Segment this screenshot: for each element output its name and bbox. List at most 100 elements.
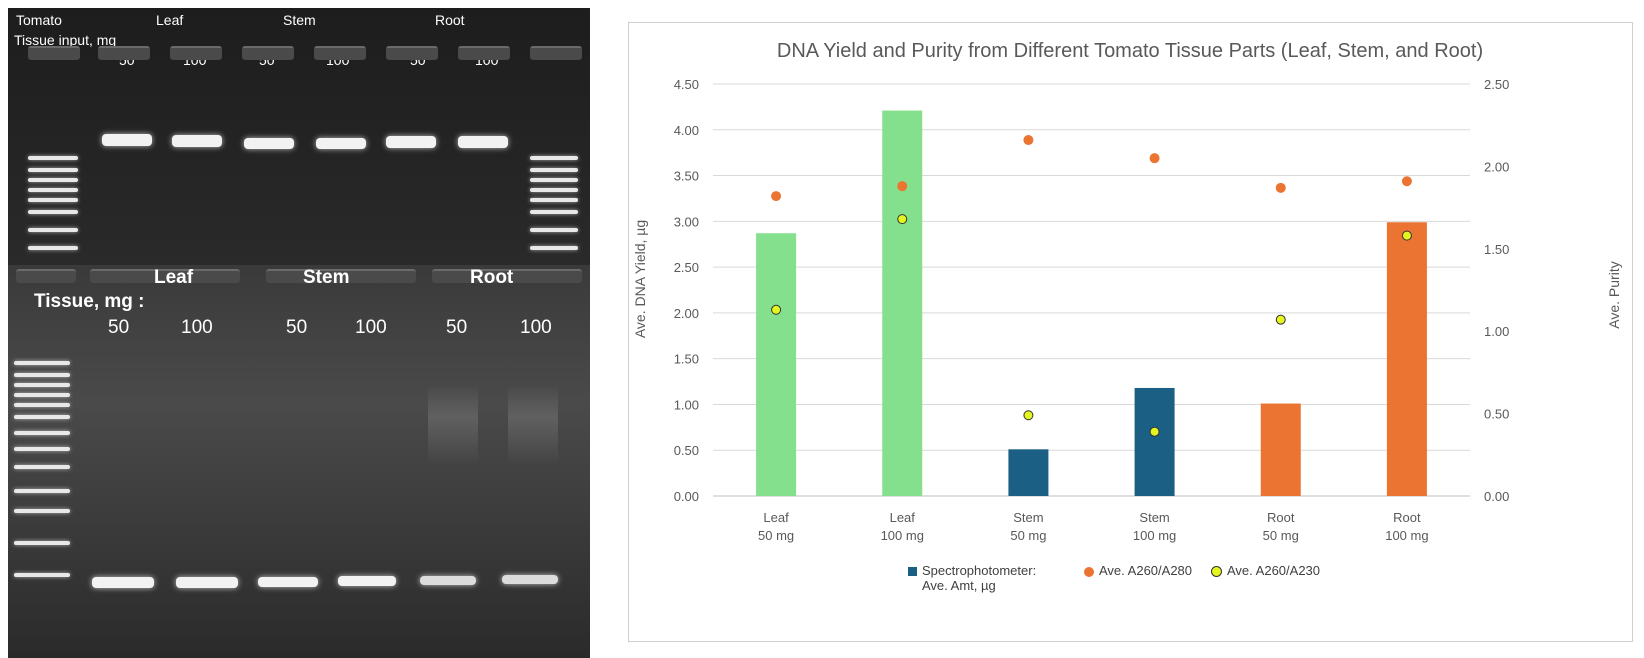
axis-ticks: 0.00 0.50 1.00 1.50 2.00 2.50 3.00 3.50 4.00 4.50… [674,77,1510,504]
y-tick-label: 4.00 [674,123,699,138]
legend-dot-icon [1084,566,1094,577]
gel-well [432,269,582,283]
gel-well [314,46,366,60]
gel-well [386,46,438,60]
ladder-band [28,168,78,172]
y-tick-label: 1.50 [674,352,699,367]
a260-a230-point [1023,410,1034,421]
x-tick-label: 100 mg [881,528,924,543]
y-tick-label: 3.50 [674,169,699,184]
a260-a230-point [1401,230,1412,241]
gel-bottom-lane-label: 100 [355,317,387,338]
ladder-band [14,403,70,407]
gel-smear [508,385,558,465]
x-tick-label: 100 mg [1133,528,1176,543]
legend-label: Ave. A260/A280 [1099,563,1193,578]
ladder-band [28,210,78,214]
a260-a280-point [1401,176,1412,187]
y2-tick-label: 1.00 [1484,324,1509,339]
gel-well [28,46,80,60]
a260-a280-point [1149,153,1160,164]
x-tick-label: Root [1393,510,1421,525]
gridlines [713,83,1470,497]
legend-dot-icon [1211,566,1222,578]
chart-frame: DNA Yield and Purity from Different Toma… [628,22,1633,642]
legend-item-a260-a230: Ave. A260/A230 [1211,563,1320,578]
a260-a280-point [771,191,782,202]
gel-smear [428,385,478,465]
y-tick-label: 0.00 [674,489,699,504]
x-tick-label: Stem [1139,510,1169,525]
gel-band [316,138,366,149]
a260-a280-point [897,181,908,192]
ladder-band [14,383,70,387]
ladder-band [28,178,78,182]
gel-band [102,134,152,146]
x-tick-label: Root [1267,510,1295,525]
ladder-band [530,198,578,202]
gel-well [266,269,416,283]
y2-tick-label: 1.50 [1484,242,1509,257]
dna-yield-chart: DNA Yield and Purity from Different Toma… [632,40,1622,543]
gel-band [172,135,222,147]
ladder-band [530,168,578,172]
gel-well [242,46,294,60]
a260-a280-point [1275,182,1286,193]
legend-item-yield: Spectrophotometer: Ave. Amt, µg [908,563,1036,593]
x-tick-label: 50 mg [758,528,794,543]
gel-well [90,269,240,283]
gel-bottom-row-label: Tissue, mg : [34,291,145,312]
y-tick-label: 2.50 [674,260,699,275]
y2-tick-label: 2.50 [1484,77,1509,92]
category-labels: Leaf 50 mg Leaf 100 mg Stem 50 mg Stem 100 mg Ro… [758,510,1429,543]
marker-series [771,135,1412,437]
ladder-band [14,541,70,545]
ladder-band [14,509,70,513]
ladder-band [14,393,70,397]
bar [1260,403,1301,496]
x-tick-label: Leaf [763,510,789,525]
bar [1386,222,1427,496]
ladder-band [530,246,578,250]
legend-item-a260-a280: Ave. A260/A280 [1084,563,1192,578]
gel-bottom-group-leaf: Leaf [154,267,194,288]
gel-well [170,46,222,60]
gel-well [16,269,76,283]
a260-a230-point [897,214,908,225]
ladder-band [14,361,70,365]
ladder-band [530,178,578,182]
x-tick-label: 50 mg [1010,528,1046,543]
ladder-band [14,415,70,419]
gel-bottom-lane-label: 50 [108,317,130,338]
legend-label: Ave. Amt, µg [922,578,996,593]
ladder-band [28,246,78,250]
gel-top-group-root: Root [435,12,465,28]
ladder-band [14,489,70,493]
y2-tick-label: 0.00 [1484,489,1509,504]
gel-top-group-stem: Stem [283,12,316,28]
ladder-band [530,228,578,232]
y-tick-label: 0.50 [674,443,699,458]
y-axis-label: Ave. DNA Yield, µg [632,220,648,338]
gel-band [420,576,476,585]
ladder-band [14,573,70,577]
gel-band [386,136,436,148]
legend-label: Ave. A260/A230 [1227,563,1321,578]
a260-a230-point [1149,426,1160,437]
gel-well [530,46,582,60]
gel-band [458,136,508,148]
gel-bottom-group-stem: Stem [303,267,350,288]
gel-band [258,577,318,587]
y-tick-label: 4.50 [674,77,699,92]
ladder-band [28,198,78,202]
y2-tick-label: 2.00 [1484,159,1509,174]
bar [882,110,923,496]
ladder-band [28,188,78,192]
x-tick-label: 50 mg [1263,528,1299,543]
gel-top-row-label-2: Tissue input, mg [14,32,117,48]
ladder-band [14,373,70,377]
chart-title: DNA Yield and Purity from Different Toma… [777,40,1483,62]
bar [1134,387,1175,496]
ladder-band [530,188,578,192]
gel-well [98,46,150,60]
